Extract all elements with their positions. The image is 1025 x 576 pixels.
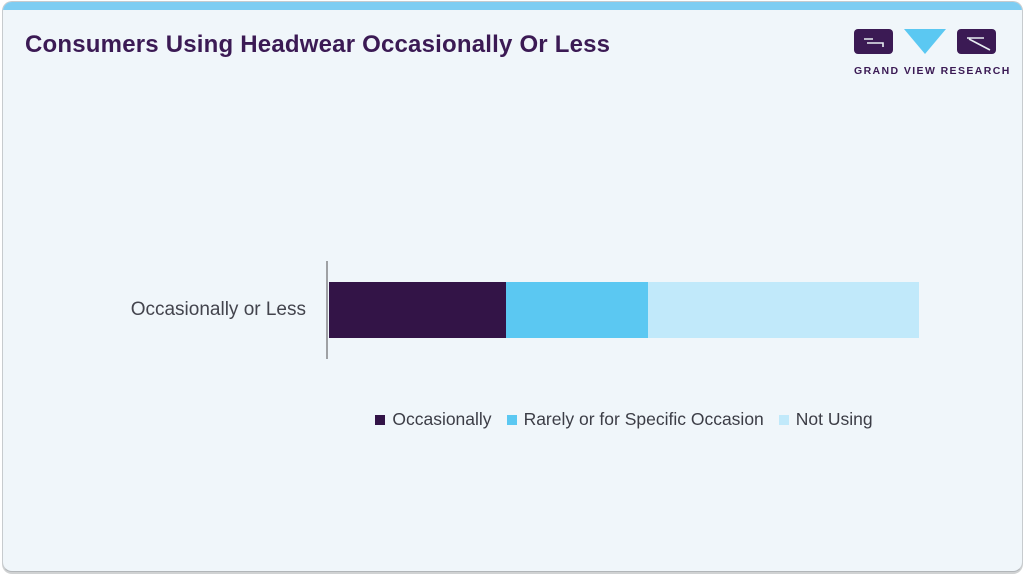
legend-item-occasionally: Occasionally [375,409,492,430]
logo-g-icon [854,29,893,54]
legend-label: Occasionally [392,409,492,429]
accent-top-strip [3,2,1022,10]
legend-swatch-icon [375,414,386,425]
chart-title: Consumers Using Headwear Occasionally Or… [25,31,611,58]
gvr-logo-glyphs [854,29,996,55]
legend: Occasionally Rarely or for Specific Occa… [329,409,919,430]
legend-label: Rarely or for Specific Occasion [523,409,764,429]
y-axis-category-label: Occasionally or Less [130,299,306,320]
bar-segment-occasionally [329,282,506,338]
bar-segment-not-using [647,282,919,338]
gvr-logo: GRAND VIEW RESEARCH [854,29,1011,77]
y-axis-line [326,261,328,359]
legend-label: Not Using [795,409,873,429]
stacked-bar [329,282,919,338]
logo-wordmark: GRAND VIEW RESEARCH [854,65,1011,77]
logo-v-icon [904,29,946,54]
legend-swatch-icon [506,414,517,425]
logo-r-icon [957,29,996,54]
legend-item-not-using: Not Using [778,409,873,430]
bar-segment-rarely [506,282,648,338]
legend-swatch-icon [778,414,789,425]
legend-item-rarely: Rarely or for Specific Occasion [506,409,764,430]
